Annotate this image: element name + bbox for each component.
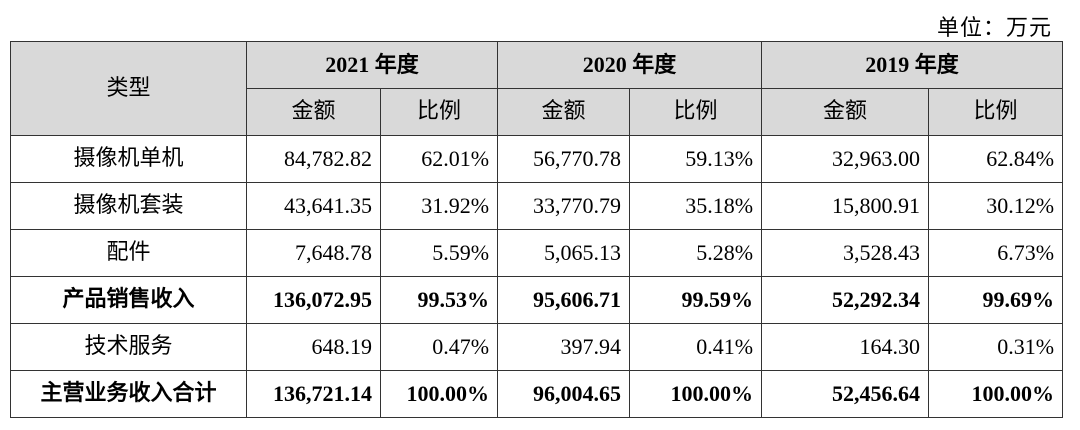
row-label: 摄像机套装 (10, 182, 247, 230)
cell-amount-2019: 3,528.43 (761, 229, 930, 277)
cell-amount-2021: 136,721.14 (246, 370, 381, 418)
table-row: 主营业务收入合计 136,721.14 100.00% 96,004.65 100.00… (10, 370, 1064, 418)
cell-amount-2019: 32,963.00 (761, 135, 930, 183)
header-ratio-2021: 比例 (379, 88, 499, 136)
cell-amount-2020: 96,004.65 (497, 370, 631, 418)
cell-amount-2019: 52,292.34 (761, 276, 930, 324)
row-label: 产品销售收入 (10, 276, 247, 324)
table-row: 摄像机套装 43,641.35 31.92% 33,770.79 35.18% 15,80… (10, 182, 1064, 230)
revenue-table: 类型 2021 年度 2020 年度 2019 年度 金额 比例 金额 比例 金… (10, 41, 1064, 418)
row-label: 摄像机单机 (10, 135, 247, 183)
row-label: 技术服务 (10, 323, 247, 371)
header-type: 类型 (10, 41, 247, 136)
cell-ratio-2021: 100.00% (379, 370, 499, 418)
cell-amount-2020: 56,770.78 (497, 135, 631, 183)
cell-amount-2021: 648.19 (246, 323, 381, 371)
cell-amount-2019: 164.30 (761, 323, 930, 371)
header-amount-2020: 金额 (497, 88, 631, 136)
cell-amount-2021: 84,782.82 (246, 135, 381, 183)
cell-ratio-2019: 100.00% (928, 370, 1064, 418)
cell-ratio-2021: 0.47% (379, 323, 499, 371)
cell-ratio-2019: 30.12% (928, 182, 1064, 230)
header-amount-2019: 金额 (761, 88, 930, 136)
table-row: 产品销售收入 136,072.95 99.53% 95,606.71 99.59% 52,… (10, 276, 1064, 324)
cell-amount-2020: 95,606.71 (497, 276, 631, 324)
unit-label: 单位：万元 (936, 16, 1052, 41)
table-body: 摄像机单机 84,782.82 62.01% 56,770.78 59.13% 32,96… (10, 135, 1064, 418)
cell-ratio-2020: 0.41% (629, 323, 763, 371)
cell-amount-2019: 15,800.91 (761, 182, 930, 230)
cell-amount-2020: 5,065.13 (497, 229, 631, 277)
cell-amount-2020: 33,770.79 (497, 182, 631, 230)
cell-amount-2021: 136,072.95 (246, 276, 381, 324)
cell-ratio-2021: 99.53% (379, 276, 499, 324)
row-label: 配件 (10, 229, 247, 277)
cell-ratio-2019: 6.73% (928, 229, 1064, 277)
cell-amount-2020: 397.94 (497, 323, 631, 371)
cell-ratio-2020: 59.13% (629, 135, 763, 183)
header-year-2021: 2021 年度 (245, 41, 499, 89)
header-amount-2021: 金额 (246, 88, 381, 136)
cell-ratio-2020: 100.00% (629, 370, 763, 418)
header-year-2019: 2019 年度 (761, 41, 1064, 89)
cell-amount-2021: 43,641.35 (246, 182, 381, 230)
header-ratio-2020: 比例 (629, 88, 763, 136)
cell-ratio-2021: 5.59% (379, 229, 499, 277)
table-row: 配件 7,648.78 5.59% 5,065.13 5.28% 3,528.43 6.73… (10, 229, 1064, 277)
cell-ratio-2021: 62.01% (379, 135, 499, 183)
cell-ratio-2019: 99.69% (928, 276, 1064, 324)
table-row: 摄像机单机 84,782.82 62.01% 56,770.78 59.13% 32,96… (10, 135, 1064, 183)
cell-amount-2019: 52,456.64 (761, 370, 930, 418)
table-row: 技术服务 648.19 0.47% 397.94 0.41% 164.30 0.31% (10, 323, 1064, 371)
header-ratio-2019: 比例 (928, 88, 1064, 136)
cell-ratio-2019: 0.31% (928, 323, 1064, 371)
row-label: 主营业务收入合计 (10, 370, 247, 418)
header-row-years: 类型 2021 年度 2020 年度 2019 年度 (10, 41, 1064, 136)
cell-amount-2021: 7,648.78 (246, 229, 381, 277)
cell-ratio-2020: 99.59% (629, 276, 763, 324)
cell-ratio-2020: 35.18% (629, 182, 763, 230)
cell-ratio-2019: 62.84% (928, 135, 1064, 183)
header-row-metrics: 金额 比例 金额 比例 金额 比例 (11, 88, 1064, 136)
cell-ratio-2021: 31.92% (379, 182, 499, 230)
cell-ratio-2020: 5.28% (629, 229, 763, 277)
header-year-2020: 2020 年度 (497, 41, 763, 89)
